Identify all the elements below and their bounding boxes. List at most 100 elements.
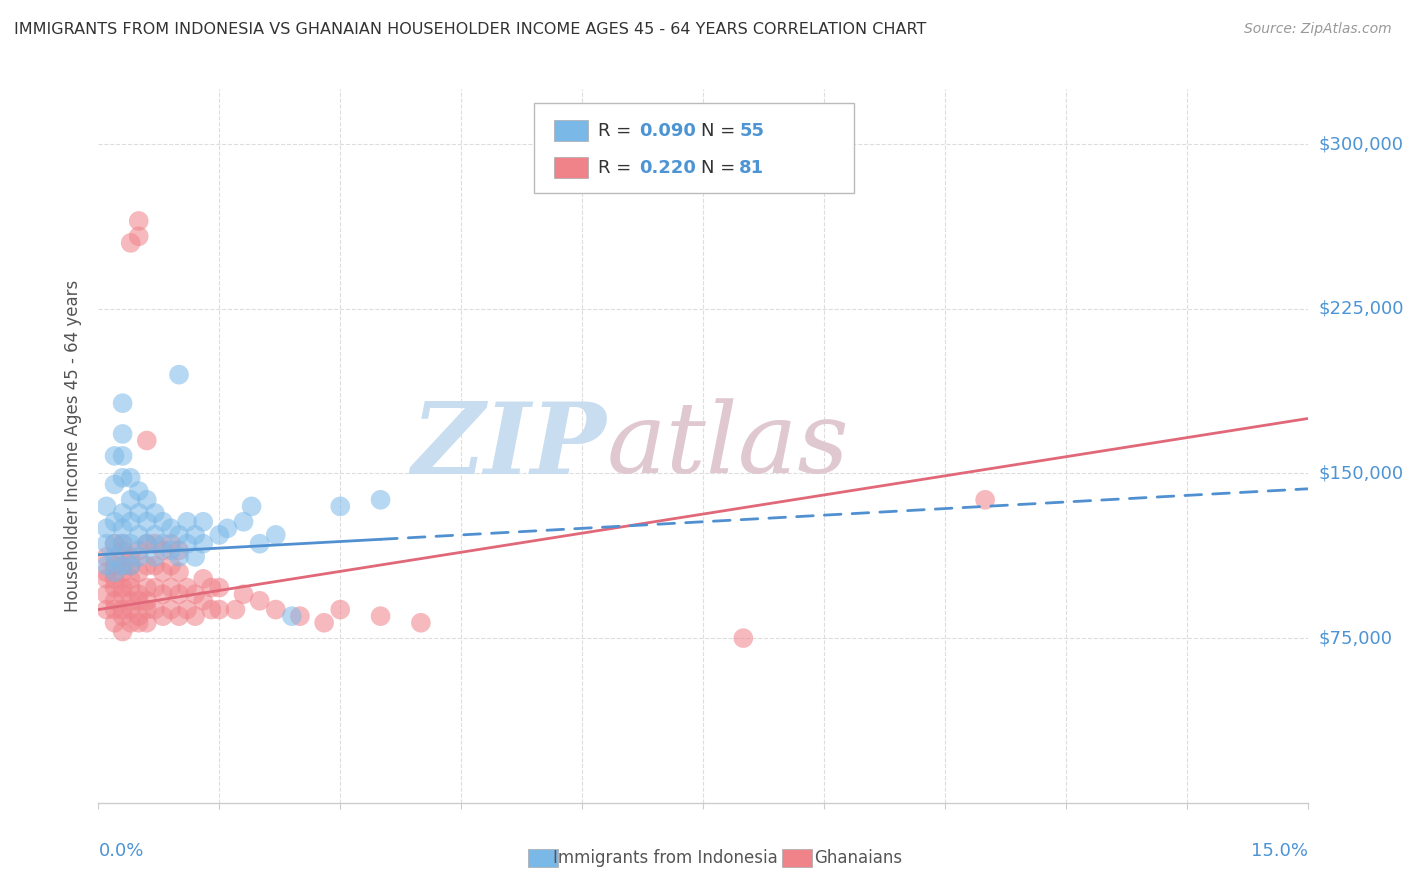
Point (103, 477, 125, 491)
Point (160, 543, 183, 558)
Point (103, 537, 125, 551)
Point (167, 528, 190, 542)
Point (120, 558, 142, 573)
Point (111, 521, 134, 535)
Point (184, 609, 207, 624)
Bar (782, 849, 811, 867)
Point (208, 602, 231, 616)
Point (111, 609, 134, 624)
Point (176, 515, 198, 529)
Point (733, 631, 755, 645)
Point (160, 521, 183, 535)
Text: N =: N = (700, 159, 741, 177)
Text: atlas: atlas (606, 399, 849, 493)
Point (143, 506, 166, 520)
Point (143, 528, 166, 542)
Point (160, 602, 183, 616)
Point (111, 471, 134, 485)
Point (143, 602, 166, 616)
Point (128, 528, 150, 542)
Text: Ghanaians: Ghanaians (814, 849, 903, 867)
Point (167, 549, 190, 564)
Text: $150,000: $150,000 (1319, 465, 1403, 483)
Point (143, 537, 166, 551)
Point (120, 492, 142, 507)
Point (120, 594, 142, 608)
Text: $75,000: $75,000 (1319, 629, 1393, 647)
Point (103, 572, 125, 586)
Point (208, 581, 231, 595)
Point (120, 471, 142, 485)
Point (120, 558, 142, 573)
Point (103, 537, 125, 551)
Point (264, 602, 287, 616)
Point (128, 609, 150, 624)
Point (193, 515, 215, 529)
Point (249, 594, 271, 608)
Point (143, 549, 166, 564)
Point (111, 426, 134, 441)
Point (370, 492, 392, 507)
Point (240, 500, 263, 514)
Point (200, 581, 222, 595)
Point (184, 549, 207, 564)
Text: 81: 81 (740, 159, 765, 177)
Point (135, 537, 157, 551)
Point (224, 602, 246, 616)
Point (120, 537, 142, 551)
Point (96, 500, 118, 514)
Point (193, 537, 215, 551)
Point (160, 558, 183, 573)
Point (152, 543, 174, 558)
Point (409, 615, 432, 630)
Point (167, 587, 190, 601)
Point (96, 566, 118, 580)
Point (111, 449, 134, 463)
Y-axis label: Householder Income Ages 45 - 64 years: Householder Income Ages 45 - 64 years (65, 280, 83, 612)
Point (103, 515, 125, 529)
Point (128, 549, 150, 564)
Point (193, 594, 215, 608)
Point (111, 581, 134, 595)
Point (111, 566, 134, 580)
Text: 0.220: 0.220 (638, 159, 696, 177)
Point (120, 572, 142, 586)
Text: IMMIGRANTS FROM INDONESIA VS GHANAIAN HOUSEHOLDER INCOME AGES 45 - 64 YEARS CORR: IMMIGRANTS FROM INDONESIA VS GHANAIAN HO… (14, 22, 927, 37)
Point (152, 587, 174, 601)
Bar (554, 120, 588, 141)
Point (152, 515, 174, 529)
Point (120, 581, 142, 595)
Point (160, 537, 183, 551)
Point (111, 537, 134, 551)
Point (314, 615, 336, 630)
Text: 0.090: 0.090 (638, 121, 696, 139)
Point (128, 506, 150, 520)
Point (96, 602, 118, 616)
Point (111, 506, 134, 520)
Point (120, 515, 142, 529)
Point (128, 543, 150, 558)
Point (135, 602, 157, 616)
Point (176, 581, 198, 595)
Point (103, 558, 125, 573)
Point (160, 581, 183, 595)
Text: $300,000: $300,000 (1319, 135, 1403, 153)
Point (128, 483, 150, 498)
Point (176, 602, 198, 616)
Point (96, 537, 118, 551)
Point (135, 434, 157, 448)
Point (193, 572, 215, 586)
Point (176, 537, 198, 551)
Text: 55: 55 (740, 121, 765, 139)
Point (128, 587, 150, 601)
Point (103, 615, 125, 630)
Point (184, 528, 207, 542)
Point (135, 492, 157, 507)
Point (167, 368, 190, 382)
Point (96, 521, 118, 535)
Point (111, 602, 134, 616)
Point (329, 500, 352, 514)
Point (103, 594, 125, 608)
Point (281, 609, 304, 624)
Point (370, 609, 392, 624)
